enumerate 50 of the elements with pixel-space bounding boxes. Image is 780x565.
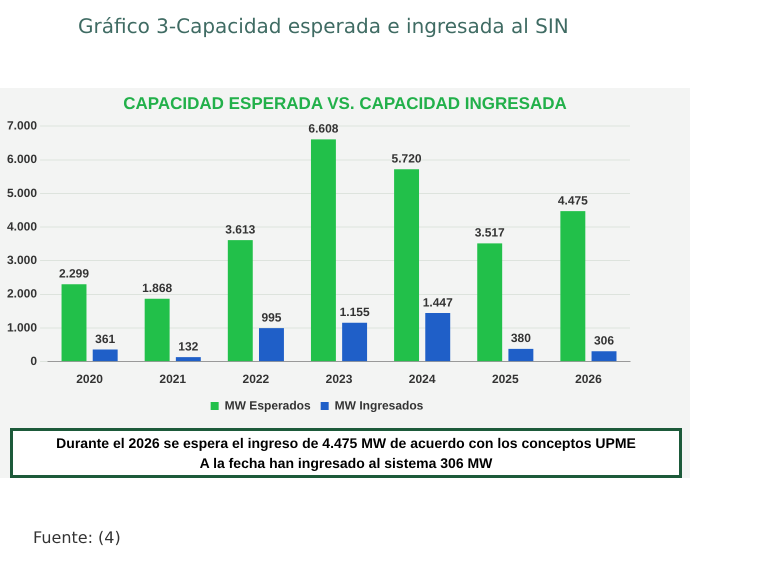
y-tick-label: 6.000 xyxy=(7,152,38,166)
bar xyxy=(144,298,170,362)
chart-title: Gráfico 3-Capacidad esperada e ingresada al SIN xyxy=(78,14,569,38)
legend-label: MW Esperados xyxy=(224,398,311,412)
bar xyxy=(560,211,586,362)
text: Durante el 2026 se espera el ingreso de 4.475 MW de acuerdo con los conceptos UPME xyxy=(55,434,637,453)
x-tick-label: 2020 xyxy=(76,372,104,386)
bar xyxy=(310,139,336,362)
text: A la fecha han ingresado al sistema 306 MW xyxy=(198,454,494,473)
x-tick-label: 2026 xyxy=(575,372,602,386)
x-tick-label: 2024 xyxy=(408,372,436,386)
bar xyxy=(258,328,284,362)
y-tick-label: 0 xyxy=(30,354,38,368)
x-tick-label: 2021 xyxy=(159,372,186,386)
bar xyxy=(425,312,450,362)
data-label: 361 xyxy=(95,332,116,346)
source-note: Fuente: (4) xyxy=(33,528,121,547)
data-label: 3.613 xyxy=(225,222,256,236)
bar xyxy=(228,240,253,362)
bar xyxy=(592,351,616,362)
data-label: 380 xyxy=(510,331,532,346)
data-label: 4.475 xyxy=(558,193,588,208)
y-tick-label: 5.000 xyxy=(7,186,38,200)
x-tick-label: 2022 xyxy=(242,372,270,386)
y-tick-label: 4.000 xyxy=(7,219,38,234)
data-label: 1.868 xyxy=(142,281,172,296)
bar xyxy=(92,349,118,362)
bar xyxy=(342,322,368,362)
bar xyxy=(394,169,420,362)
data-label: 2.299 xyxy=(58,266,90,281)
bar xyxy=(508,348,534,362)
legend-label: MW Ingresados xyxy=(334,398,424,412)
data-label: 132 xyxy=(178,339,199,354)
bar xyxy=(477,243,502,362)
data-label: 306 xyxy=(594,334,614,348)
y-tick-label: 7.000 xyxy=(7,118,38,133)
data-label: 995 xyxy=(261,310,282,324)
chart-subtitle: CAPACIDAD ESPERADA VS. CAPACIDAD INGRESADA xyxy=(122,94,568,114)
x-tick-label: 2023 xyxy=(326,372,353,386)
data-label: 6.608 xyxy=(308,122,339,136)
data-label: 3.517 xyxy=(474,226,506,240)
y-tick-label: 1.000 xyxy=(7,320,38,334)
x-tick-label: 2025 xyxy=(492,372,519,386)
data-label: 5.720 xyxy=(392,152,422,166)
data-label: 1.447 xyxy=(422,295,454,310)
y-tick-label: 3.000 xyxy=(7,253,38,268)
bar xyxy=(62,284,86,362)
y-tick-label: 2.000 xyxy=(7,286,38,301)
bar xyxy=(176,357,201,362)
data-label: 1.155 xyxy=(340,305,370,320)
